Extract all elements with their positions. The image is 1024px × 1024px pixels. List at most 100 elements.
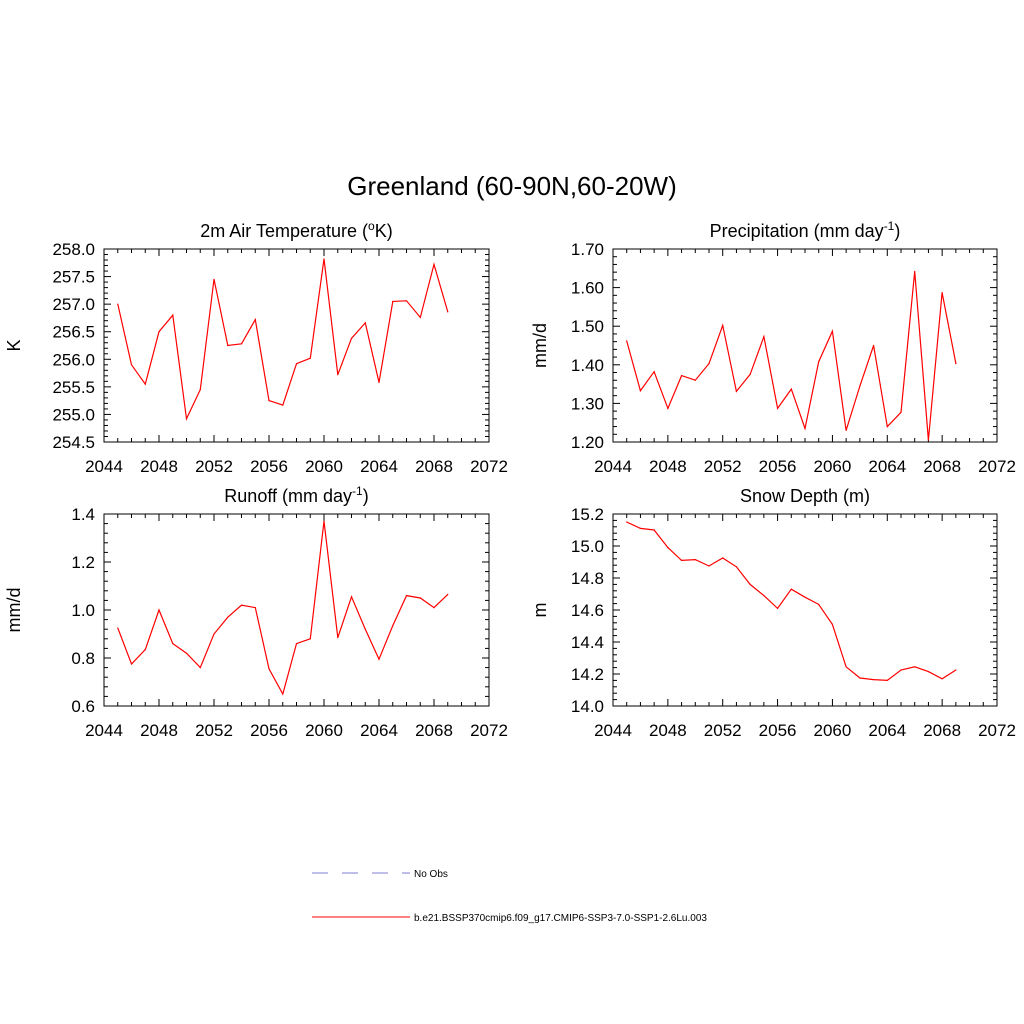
data-point (872, 344, 875, 347)
x-tick-label: 2060 (814, 457, 852, 476)
data-point (268, 668, 270, 670)
panel-title-text: Precipitation (mm day (710, 221, 884, 241)
data-point (886, 425, 888, 428)
panel-title-tail: K) (375, 221, 393, 241)
panel-title-tail: ) (894, 221, 900, 241)
data-point (914, 270, 916, 272)
panel-title: Snow Depth (m) (740, 486, 870, 506)
data-point (309, 357, 311, 359)
data-point (776, 407, 779, 410)
data-point (240, 343, 243, 345)
x-tick-label: 2044 (594, 721, 632, 740)
y-tick-label: 257.0 (52, 295, 95, 314)
x-tick-label: 2060 (305, 721, 343, 740)
data-point (295, 363, 298, 365)
y-tick-label: 1.70 (571, 240, 604, 259)
plot-frame (103, 248, 490, 443)
data-point (941, 292, 943, 294)
data-point (859, 385, 861, 387)
data-point (364, 628, 366, 630)
data-point (378, 658, 380, 660)
data-point (213, 633, 215, 635)
x-tick-label: 2060 (814, 721, 852, 740)
data-point (831, 623, 834, 626)
data-point (653, 371, 655, 373)
x-tick-label: 2072 (470, 457, 508, 476)
x-tick-label: 2072 (978, 457, 1016, 476)
data-point (392, 625, 394, 627)
chart-panel-0: 2m Air Temperature (oK) 2044 2048 2052 2056 2… (4, 219, 508, 476)
data-point (158, 331, 160, 333)
x-tick-label: 2044 (85, 457, 123, 476)
data-point (776, 607, 779, 610)
data-point (955, 669, 957, 671)
data-point (282, 693, 284, 695)
y-tick-label: 255.5 (52, 378, 95, 397)
y-tick-label: 14.8 (571, 569, 604, 588)
series-line-0 (117, 521, 449, 696)
panel-title-superscript: -1 (352, 484, 363, 498)
data-point (941, 678, 943, 680)
data-point (818, 603, 820, 606)
x-tick-label: 2072 (470, 721, 508, 740)
x-tick-label: 2048 (649, 721, 687, 740)
y-tick-label: 0.6 (71, 697, 95, 716)
x-tick-label: 2044 (594, 457, 632, 476)
y-tick-label: 257.5 (52, 268, 95, 287)
data-point (172, 643, 174, 645)
data-point (708, 565, 710, 567)
panel-title-text: 2m Air Temperature ( (200, 221, 368, 241)
x-tick-label: 2052 (195, 721, 233, 740)
plot-frame (612, 248, 998, 443)
data-point (914, 666, 916, 668)
x-tick-label: 2068 (923, 721, 961, 740)
data-point (955, 363, 957, 365)
x-tick-label: 2056 (250, 721, 288, 740)
data-point (117, 303, 119, 305)
data-point (130, 364, 133, 366)
legend: No Obs b.e21.BSSP370cmip6.f09_g17.CMIP6-… (312, 869, 707, 924)
y-tick-label: 1.60 (571, 279, 604, 298)
data-point (254, 318, 256, 321)
figure-title: Greenland (60-90N,60-20W) (347, 171, 677, 201)
data-point (722, 324, 724, 327)
data-point (199, 667, 201, 669)
data-point (694, 379, 696, 381)
data-point (323, 520, 325, 522)
data-point (144, 383, 146, 385)
y-axis-label: mm/d (530, 323, 550, 368)
data-point (694, 559, 696, 561)
data-point (433, 263, 435, 266)
data-point (172, 314, 174, 316)
y-tick-label: 14.0 (571, 697, 604, 716)
y-axis-label: m (530, 603, 550, 618)
data-point (227, 616, 229, 618)
chart-panels: 2m Air Temperature (oK)2044 2048 2052 2056 2… (4, 219, 1016, 740)
data-point (364, 322, 366, 324)
x-tick-label: 2068 (415, 721, 453, 740)
y-tick-label: 1.30 (571, 394, 604, 413)
y-tick-label: 1.2 (71, 553, 95, 572)
y-axis-label: mm/d (4, 588, 24, 633)
data-point (886, 679, 888, 682)
data-point (667, 407, 669, 410)
x-tick-label: 2064 (868, 721, 906, 740)
chart-panel-2: Runoff (mm day-1) 2044 2048 2052 2056 2060 206… (4, 484, 508, 740)
data-point (626, 521, 628, 523)
data-point (680, 375, 683, 377)
panel-title: Precipitation (mm day-1) (710, 219, 901, 241)
data-point (419, 597, 421, 599)
y-tick-label: 258.0 (52, 240, 95, 259)
x-tick-label: 2060 (305, 457, 343, 476)
series-line-0 (626, 271, 957, 441)
data-point (227, 344, 229, 347)
x-tick-label: 2064 (360, 721, 398, 740)
data-point (708, 363, 710, 365)
x-tick-label: 2048 (140, 721, 178, 740)
series-line-0 (626, 521, 957, 682)
x-tick-label: 2052 (704, 721, 742, 740)
x-tick-label: 2048 (140, 457, 178, 476)
data-point (185, 652, 188, 654)
data-point (749, 373, 751, 376)
